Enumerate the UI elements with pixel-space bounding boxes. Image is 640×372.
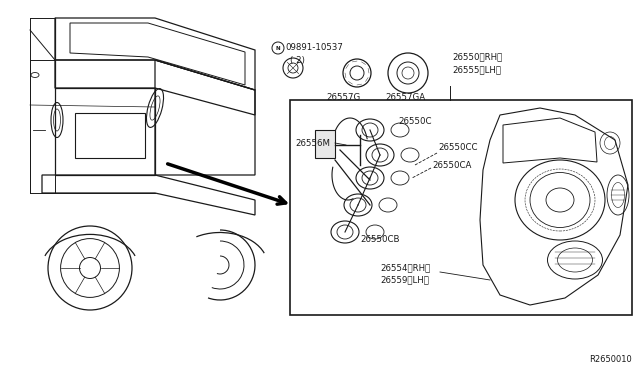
Text: 26556M: 26556M <box>295 138 330 148</box>
Text: 26550〈RH〉: 26550〈RH〉 <box>452 52 502 61</box>
Bar <box>290 100 632 315</box>
Text: 26550CB: 26550CB <box>360 235 399 244</box>
Text: ( 2): ( 2) <box>290 55 305 64</box>
Text: 26559〈LH〉: 26559〈LH〉 <box>380 276 429 285</box>
Text: 26550C: 26550C <box>398 118 431 126</box>
Text: N: N <box>276 45 280 51</box>
Text: 26554〈RH〉: 26554〈RH〉 <box>380 263 430 273</box>
Bar <box>75 113 145 158</box>
Text: R2650010: R2650010 <box>589 356 632 365</box>
Text: 09891-10537: 09891-10537 <box>285 44 343 52</box>
Text: 26557GA: 26557GA <box>385 93 425 102</box>
Text: 26550CA: 26550CA <box>432 160 472 170</box>
Text: 26555〈LH〉: 26555〈LH〉 <box>452 65 501 74</box>
Bar <box>315 130 335 158</box>
Text: 26557G: 26557G <box>326 93 360 102</box>
Text: 26550CC: 26550CC <box>438 144 477 153</box>
